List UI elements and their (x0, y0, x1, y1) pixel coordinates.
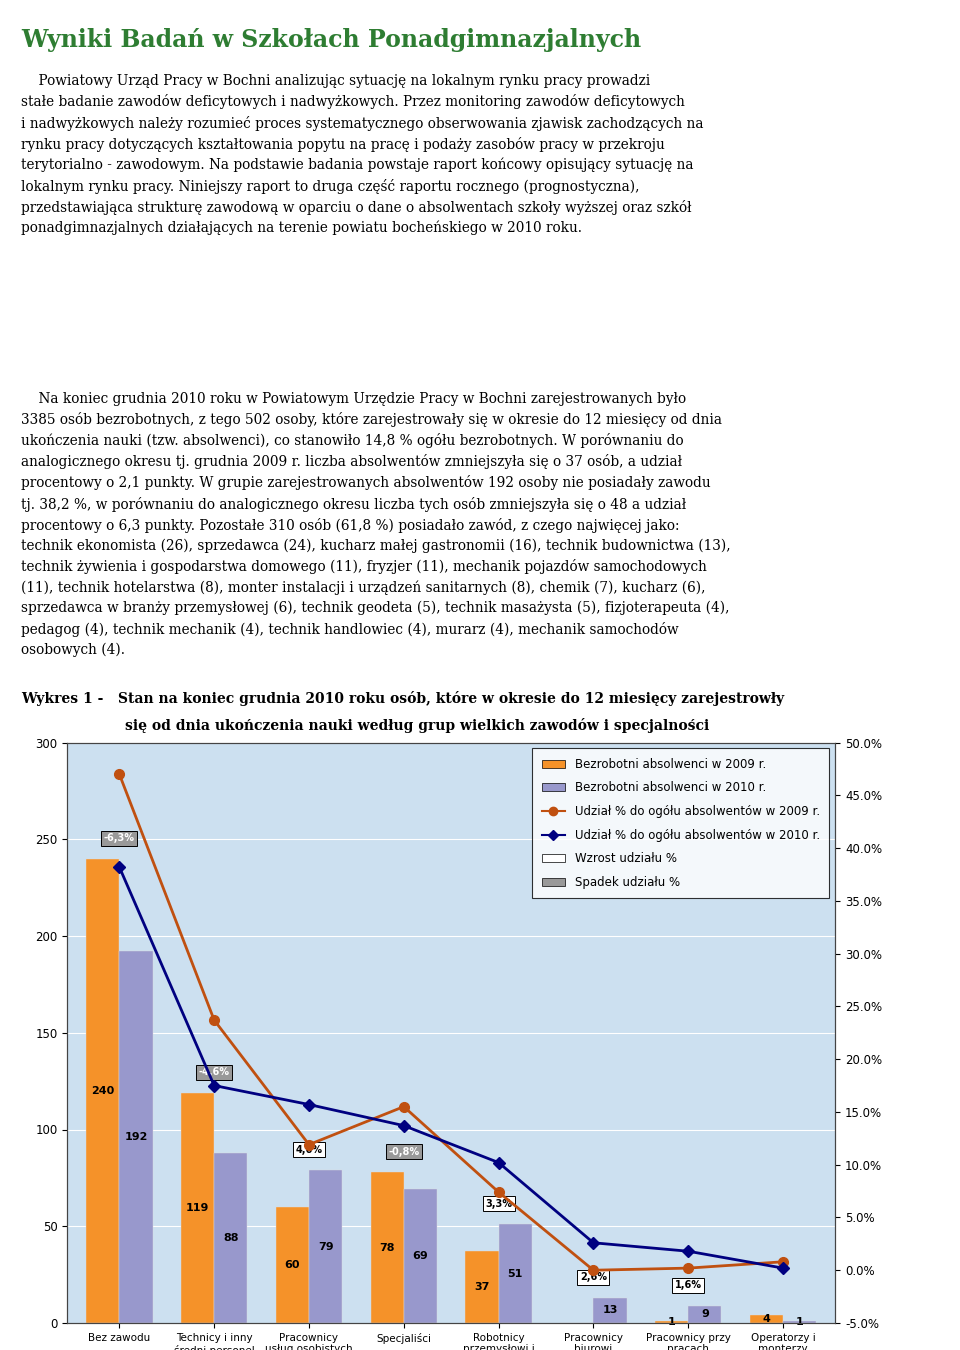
Bar (404, 1189, 437, 1323)
Text: -0,8%: -0,8% (388, 1146, 420, 1157)
Text: 1,6%: 1,6% (675, 1280, 702, 1291)
Text: 4: 4 (762, 1314, 770, 1324)
Bar (276, 1207, 309, 1323)
Text: Wyniki Badań w Szkołach Ponadgimnazjalnych: Wyniki Badań w Szkołach Ponadgimnazjalny… (21, 28, 641, 53)
Text: 79: 79 (318, 1242, 333, 1251)
Bar (498, 1224, 532, 1323)
Bar (466, 1251, 498, 1323)
Bar (86, 859, 119, 1323)
Text: 69: 69 (413, 1251, 428, 1261)
Text: 3,3%: 3,3% (485, 1199, 512, 1208)
Text: 88: 88 (223, 1233, 238, 1243)
Text: Wykres 1 -   Stan na koniec grudnia 2010 roku osób, które w okresie do 12 miesię: Wykres 1 - Stan na koniec grudnia 2010 r… (21, 691, 784, 706)
Text: 4,6%: 4,6% (296, 1145, 323, 1154)
Text: Powiatowy Urząd Pracy w Bochni analizując sytuację na lokalnym rynku pracy prowa: Powiatowy Urząd Pracy w Bochni analizują… (21, 74, 704, 235)
Bar (688, 1305, 721, 1323)
Text: 1: 1 (668, 1318, 676, 1327)
Text: -6,3%: -6,3% (104, 833, 134, 844)
Bar (371, 1172, 404, 1323)
Text: 119: 119 (186, 1203, 209, 1212)
Bar (783, 1322, 816, 1323)
Text: -4,6%: -4,6% (199, 1068, 229, 1077)
Legend: Bezrobotni absolwenci w 2009 r., Bezrobotni absolwenci w 2010 r., Udział % do og: Bezrobotni absolwenci w 2009 r., Bezrobo… (532, 748, 829, 898)
Bar (593, 1297, 627, 1323)
Bar (119, 952, 153, 1323)
Text: 240: 240 (91, 1085, 114, 1096)
Text: Na koniec grudnia 2010 roku w Powiatowym Urzędzie Pracy w Bochni zarejestrowanyc: Na koniec grudnia 2010 roku w Powiatowym… (21, 392, 731, 657)
Text: 37: 37 (474, 1282, 490, 1292)
Bar (655, 1322, 688, 1323)
Text: 60: 60 (284, 1260, 300, 1270)
Bar (214, 1153, 248, 1323)
Bar (181, 1092, 214, 1323)
Bar (750, 1315, 783, 1323)
Text: się od dnia ukończenia nauki według grup wielkich zawodów i specjalności: się od dnia ukończenia nauki według grup… (125, 718, 709, 733)
Text: 13: 13 (602, 1305, 617, 1315)
Text: 192: 192 (124, 1133, 148, 1142)
Bar (309, 1170, 342, 1323)
Text: 51: 51 (508, 1269, 523, 1278)
Text: 78: 78 (379, 1242, 395, 1253)
Text: 9: 9 (701, 1310, 708, 1319)
Text: 1: 1 (796, 1318, 804, 1327)
Text: 2,6%: 2,6% (580, 1272, 607, 1282)
